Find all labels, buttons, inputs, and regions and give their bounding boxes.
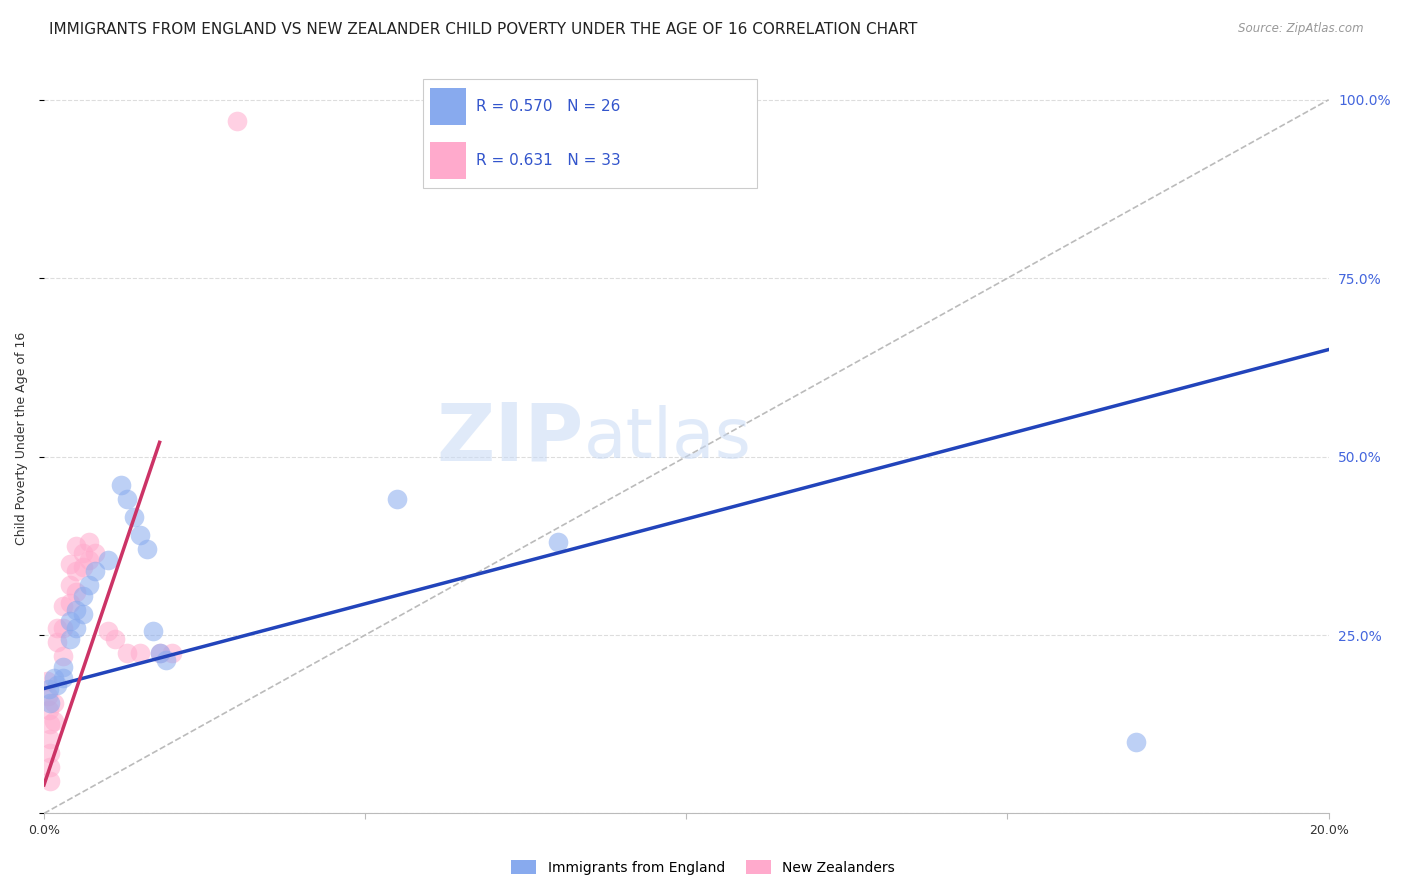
Point [225, 114, 247, 128]
Point [65, 539, 87, 553]
Point [97, 624, 120, 639]
Point [155, 653, 177, 667]
Point [122, 510, 145, 524]
Point [59, 578, 82, 592]
Point [149, 646, 172, 660]
Point [65, 603, 87, 617]
Point [149, 646, 172, 660]
Point [72, 546, 94, 560]
Y-axis label: Child Poverty Under the Age of 16: Child Poverty Under the Age of 16 [15, 332, 28, 545]
Point [59, 557, 82, 571]
Point [77, 553, 100, 567]
Point [42, 671, 65, 685]
Point [52, 649, 75, 664]
Point [72, 589, 94, 603]
Point [72, 607, 94, 621]
Point [45, 621, 67, 635]
Point [84, 546, 107, 560]
Point [77, 535, 100, 549]
Point [39, 760, 62, 774]
Point [110, 478, 132, 492]
Point [129, 646, 152, 660]
Point [135, 542, 157, 557]
Point [117, 492, 139, 507]
Point [65, 621, 87, 635]
Point [42, 714, 65, 728]
Point [65, 585, 87, 599]
Point [162, 646, 184, 660]
Point [39, 717, 62, 731]
Text: IMMIGRANTS FROM ENGLAND VS NEW ZEALANDER CHILD POVERTY UNDER THE AGE OF 16 CORRE: IMMIGRANTS FROM ENGLAND VS NEW ZEALANDER… [49, 22, 918, 37]
Point [142, 624, 165, 639]
Point [45, 635, 67, 649]
Point [104, 632, 127, 646]
Point [84, 564, 107, 578]
Point [1125, 735, 1147, 749]
Point [59, 596, 82, 610]
Point [42, 696, 65, 710]
Point [77, 578, 100, 592]
Text: Source: ZipAtlas.com: Source: ZipAtlas.com [1239, 22, 1364, 36]
Point [547, 535, 569, 549]
Point [59, 632, 82, 646]
Point [37, 689, 59, 703]
Point [129, 528, 152, 542]
Point [52, 671, 75, 685]
Point [52, 599, 75, 614]
Text: atlas: atlas [583, 405, 751, 472]
Point [38, 681, 60, 696]
Text: ZIP: ZIP [436, 400, 583, 478]
Point [72, 560, 94, 574]
Legend: Immigrants from England, New Zealanders: Immigrants from England, New Zealanders [506, 855, 900, 880]
Point [117, 646, 139, 660]
Point [65, 564, 87, 578]
Point [387, 492, 409, 507]
Point [39, 774, 62, 789]
Point [39, 746, 62, 760]
Point [35, 674, 58, 689]
Point [52, 621, 75, 635]
Point [39, 696, 62, 710]
Point [45, 678, 67, 692]
Point [39, 731, 62, 746]
Point [38, 703, 60, 717]
Point [52, 660, 75, 674]
Point [59, 614, 82, 628]
Point [97, 553, 120, 567]
